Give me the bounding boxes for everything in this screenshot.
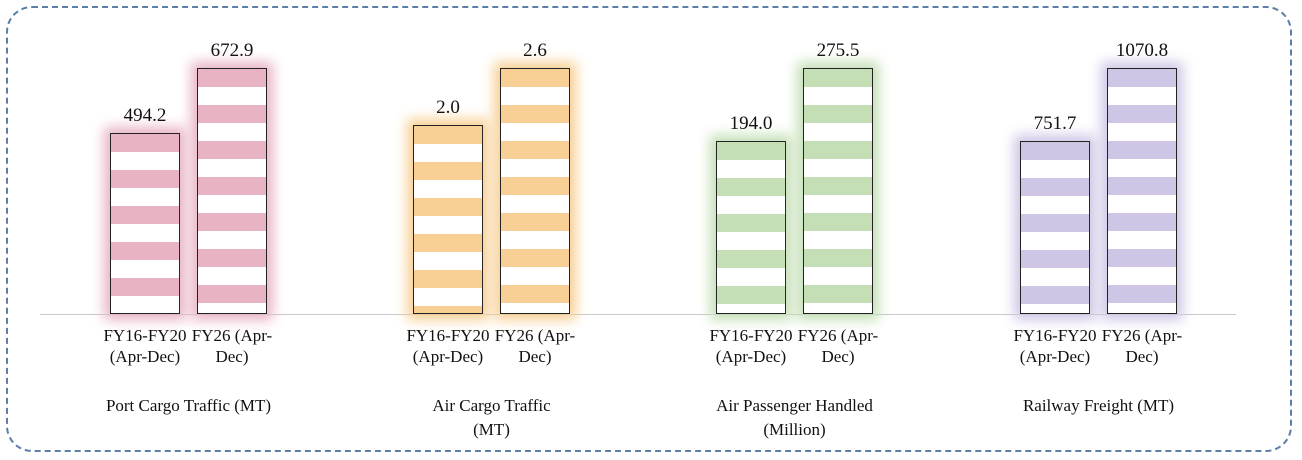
- bar: [1107, 68, 1177, 314]
- value-label: 194.0: [729, 112, 773, 134]
- x-tick-label: FY16-FY20 (Apr-Dec): [406, 326, 490, 366]
- value-label: 2.6: [523, 40, 547, 61]
- x-tick-label: FY26 (Apr-Dec): [797, 326, 879, 366]
- panel-title: Air Cargo Traffic (MT): [432, 396, 551, 439]
- value-label: 494.2: [123, 105, 167, 127]
- bar: [1020, 141, 1090, 314]
- value-label: 672.9: [210, 40, 254, 61]
- x-tick-label: FY16-FY20 (Apr-Dec): [1013, 326, 1097, 366]
- panel-title: Railway Freight (MT): [1022, 396, 1175, 415]
- value-label: 751.7: [1033, 113, 1077, 135]
- x-tick-label: FY16-FY20 (Apr-Dec): [103, 326, 187, 366]
- bar: [110, 133, 180, 314]
- frame: [6, 6, 1292, 452]
- value-label: 1070.8: [1115, 40, 1169, 61]
- value-label: 2.0: [436, 96, 460, 118]
- x-tick-label: FY26 (Apr-Dec): [494, 326, 576, 366]
- panel-title: Port Cargo Traffic (MT): [105, 396, 272, 415]
- bar: [413, 124, 483, 314]
- bar: [716, 140, 786, 314]
- bar: [500, 68, 570, 314]
- baseline: [40, 314, 1236, 315]
- x-tick-label: FY16-FY20 (Apr-Dec): [709, 326, 793, 366]
- bar: [803, 68, 873, 314]
- value-label: 275.5: [816, 40, 860, 61]
- bar: [197, 68, 267, 314]
- x-tick-label: FY26 (Apr-Dec): [1101, 326, 1183, 366]
- panel-title: Air Passenger Handled (Million): [716, 396, 873, 439]
- x-tick-label: FY26 (Apr-Dec): [191, 326, 273, 366]
